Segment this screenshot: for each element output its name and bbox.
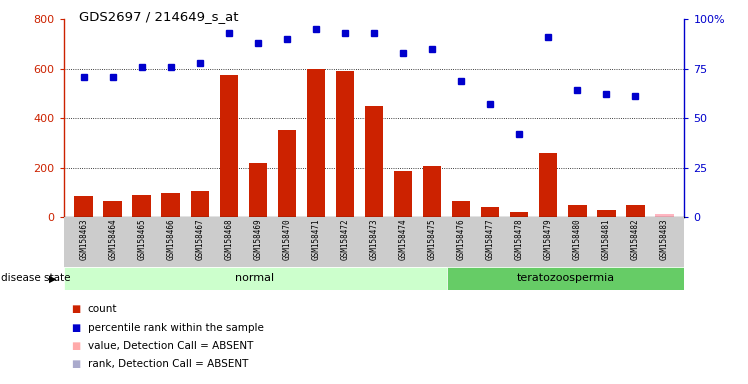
- Text: GSM158464: GSM158464: [108, 218, 117, 260]
- Text: disease state: disease state: [1, 273, 70, 283]
- Text: GSM158471: GSM158471: [311, 218, 320, 260]
- Text: GSM158463: GSM158463: [79, 218, 88, 260]
- Text: ■: ■: [71, 341, 80, 351]
- Text: percentile rank within the sample: percentile rank within the sample: [88, 323, 263, 333]
- Text: ■: ■: [71, 304, 80, 314]
- Text: count: count: [88, 304, 117, 314]
- Bar: [103, 201, 123, 217]
- Bar: [364, 106, 384, 217]
- Bar: [393, 171, 412, 217]
- Text: GSM158467: GSM158467: [195, 218, 204, 260]
- Bar: [307, 69, 325, 217]
- Text: GSM158476: GSM158476: [456, 218, 465, 260]
- Text: GSM158478: GSM158478: [515, 218, 524, 260]
- Text: GSM158473: GSM158473: [370, 218, 378, 260]
- Bar: [625, 205, 645, 217]
- Text: GSM158465: GSM158465: [138, 218, 147, 260]
- Bar: [597, 210, 616, 217]
- Bar: [509, 212, 529, 217]
- Text: GSM158483: GSM158483: [660, 218, 669, 260]
- Text: GDS2697 / 214649_s_at: GDS2697 / 214649_s_at: [79, 10, 238, 23]
- Text: GSM158469: GSM158469: [254, 218, 263, 260]
- Text: GSM158482: GSM158482: [631, 218, 640, 260]
- Text: GSM158472: GSM158472: [340, 218, 349, 260]
- Text: value, Detection Call = ABSENT: value, Detection Call = ABSENT: [88, 341, 253, 351]
- Text: normal: normal: [236, 273, 275, 283]
- Text: GSM158479: GSM158479: [544, 218, 553, 260]
- Bar: [447, 267, 684, 290]
- Text: ■: ■: [71, 323, 80, 333]
- Text: ▶: ▶: [49, 273, 56, 283]
- Bar: [219, 75, 239, 217]
- Bar: [539, 153, 557, 217]
- Bar: [75, 196, 94, 217]
- Bar: [64, 267, 447, 290]
- Bar: [423, 166, 441, 217]
- Bar: [568, 205, 586, 217]
- Bar: [278, 131, 296, 217]
- Bar: [248, 162, 267, 217]
- Text: GSM158477: GSM158477: [485, 218, 494, 260]
- Text: GSM158480: GSM158480: [572, 218, 582, 260]
- Bar: [452, 201, 470, 217]
- Bar: [336, 71, 355, 217]
- Text: rank, Detection Call = ABSENT: rank, Detection Call = ABSENT: [88, 359, 248, 369]
- Text: GSM158466: GSM158466: [166, 218, 176, 260]
- Text: GSM158474: GSM158474: [399, 218, 408, 260]
- Bar: [132, 195, 151, 217]
- Text: ■: ■: [71, 359, 80, 369]
- Text: GSM158468: GSM158468: [224, 218, 233, 260]
- Bar: [162, 194, 180, 217]
- Text: teratozoospermia: teratozoospermia: [516, 273, 615, 283]
- Bar: [191, 191, 209, 217]
- Text: GSM158470: GSM158470: [283, 218, 292, 260]
- Bar: [654, 214, 673, 217]
- Text: GSM158475: GSM158475: [428, 218, 437, 260]
- Text: GSM158481: GSM158481: [601, 218, 610, 260]
- Bar: [481, 207, 500, 217]
